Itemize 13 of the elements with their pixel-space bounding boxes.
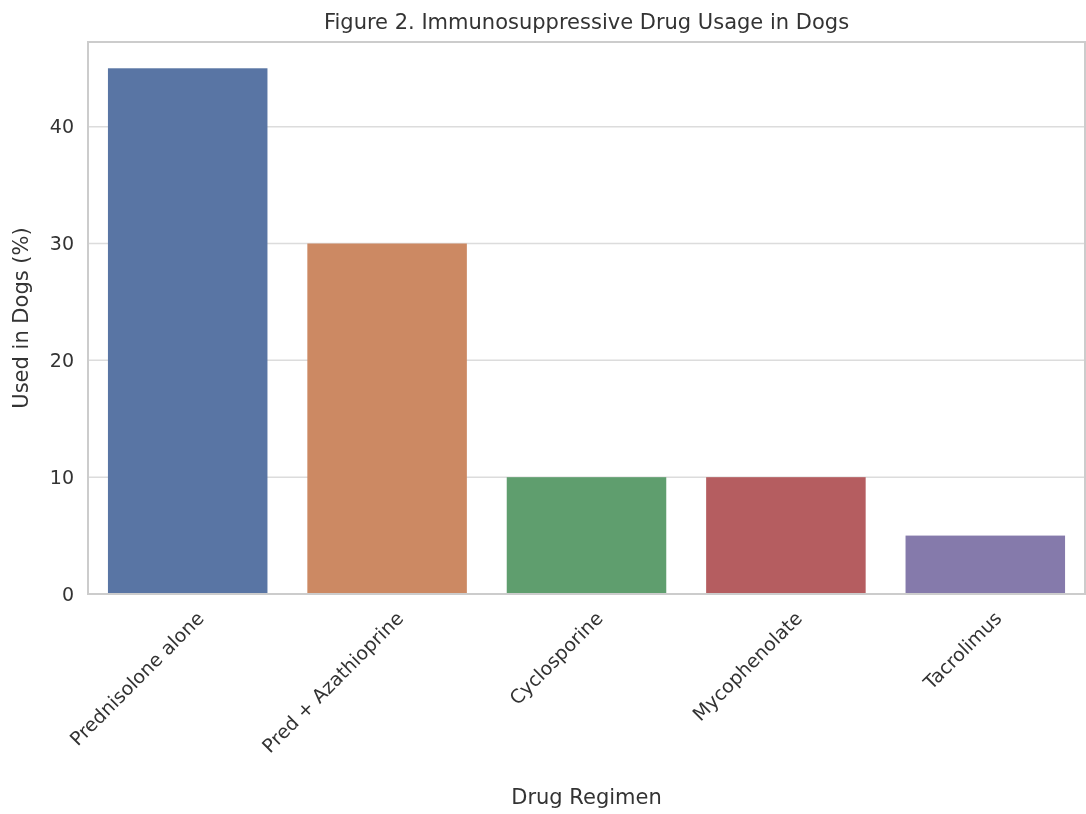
y-tick-label: 0 (61, 582, 74, 605)
bar (506, 477, 667, 594)
y-tick-label: 10 (49, 465, 74, 488)
x-axis-title: Drug Regimen (511, 785, 662, 809)
y-tick-label: 30 (49, 232, 74, 255)
bar (307, 243, 467, 594)
y-tick-label: 40 (49, 115, 74, 138)
bar (706, 477, 866, 594)
chart-title: Figure 2. Immunosuppressive Drug Usage in Dogs (323, 10, 850, 34)
y-tick-label: 20 (49, 349, 74, 371)
y-axis-title: Used in Dogs (%) (9, 227, 33, 409)
bar (905, 535, 1066, 594)
bar (107, 68, 268, 594)
